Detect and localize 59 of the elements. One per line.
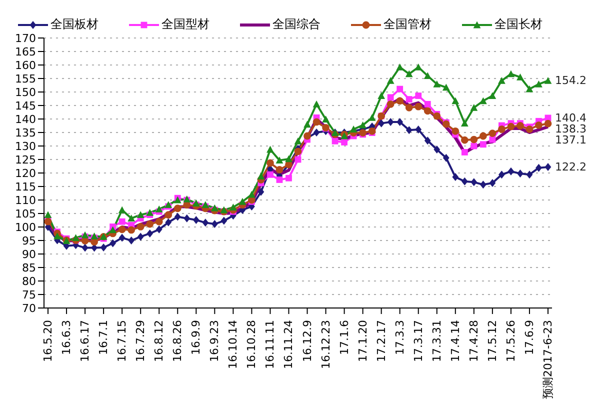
x-tick-label: 17.4.14	[448, 320, 462, 362]
x-tick-label: 16.7.1	[97, 320, 110, 355]
x-tick-label: 17.3.17	[412, 320, 425, 362]
y-tick-label: 105	[15, 207, 36, 220]
x-tick-label: 16.12.9	[300, 320, 314, 362]
data-label: 138.3	[555, 122, 586, 136]
y-tick-label: 145	[15, 99, 36, 112]
x-tick-label: 17.1.20	[356, 320, 370, 362]
y-tick-label: 130	[15, 140, 36, 153]
x-tick-label: 预测2017-6-23	[542, 320, 554, 399]
y-tick-label: 160	[15, 58, 36, 72]
data-label: 137.1	[555, 133, 586, 146]
x-tick-label: 16.8.26	[171, 320, 184, 362]
y-tick-label: 155	[15, 72, 36, 86]
x-tick-label: 16.11.24	[282, 320, 296, 369]
x-tick-label: 17.5.26	[504, 320, 518, 362]
legend-label: 全国综合	[272, 16, 320, 33]
x-tick-label: 16.8.12	[152, 320, 166, 362]
x-tick-label: 17.6.9	[522, 320, 536, 355]
x-tick-label: 17.3.3	[393, 320, 406, 355]
x-tick-label: 16.9.9	[190, 320, 203, 355]
y-tick-label: 70	[22, 302, 36, 315]
x-tick-label: 17.5.12	[486, 320, 499, 362]
x-tick-label: 17.1.6	[338, 320, 351, 355]
y-tick-label: 75	[22, 288, 36, 302]
y-tick-label: 125	[15, 153, 36, 166]
legend-label: 全国型材	[160, 16, 210, 33]
x-tick-label: 17.3.31	[430, 320, 444, 362]
x-tick-label: 16.10.14	[226, 320, 240, 369]
legend-label: 全国板材	[50, 16, 98, 33]
x-tick-label: 16.10.28	[245, 320, 258, 369]
y-tick-label: 85	[22, 261, 36, 274]
y-tick-label: 80	[22, 274, 36, 288]
legend-label: 全国长材	[494, 16, 542, 33]
y-tick-label: 140	[15, 112, 36, 126]
y-tick-label: 135	[15, 126, 36, 140]
x-tick-label: 16.6.17	[78, 320, 92, 362]
x-tick-label: 16.6.3	[60, 320, 74, 355]
y-tick-label: 95	[22, 234, 36, 248]
legend-label: 全国管材	[382, 16, 432, 33]
data-label: 154.2	[555, 74, 586, 88]
x-tick-label: 17.4.28	[467, 320, 480, 362]
x-tick-label: 16.7.15	[116, 320, 129, 362]
x-tick-label: 16.12.23	[319, 320, 332, 369]
x-tick-label: 16.9.23	[208, 320, 222, 362]
y-tick-label: 165	[15, 45, 36, 58]
data-label: 140.4	[555, 111, 586, 124]
y-tick-label: 170	[15, 32, 36, 45]
x-tick-label: 17.2.17	[374, 320, 388, 362]
x-tick-label: 16.5.20	[42, 320, 54, 362]
y-tick-label: 115	[15, 180, 36, 194]
y-tick-label: 150	[15, 86, 36, 99]
x-tick-label: 16.11.11	[264, 320, 277, 369]
y-tick-label: 120	[15, 166, 36, 180]
y-tick-label: 110	[15, 194, 36, 207]
data-label: 122.2	[555, 160, 586, 174]
x-tick-label: 16.7.29	[134, 320, 148, 362]
y-tick-label: 100	[15, 220, 36, 234]
y-tick-label: 90	[22, 248, 36, 261]
